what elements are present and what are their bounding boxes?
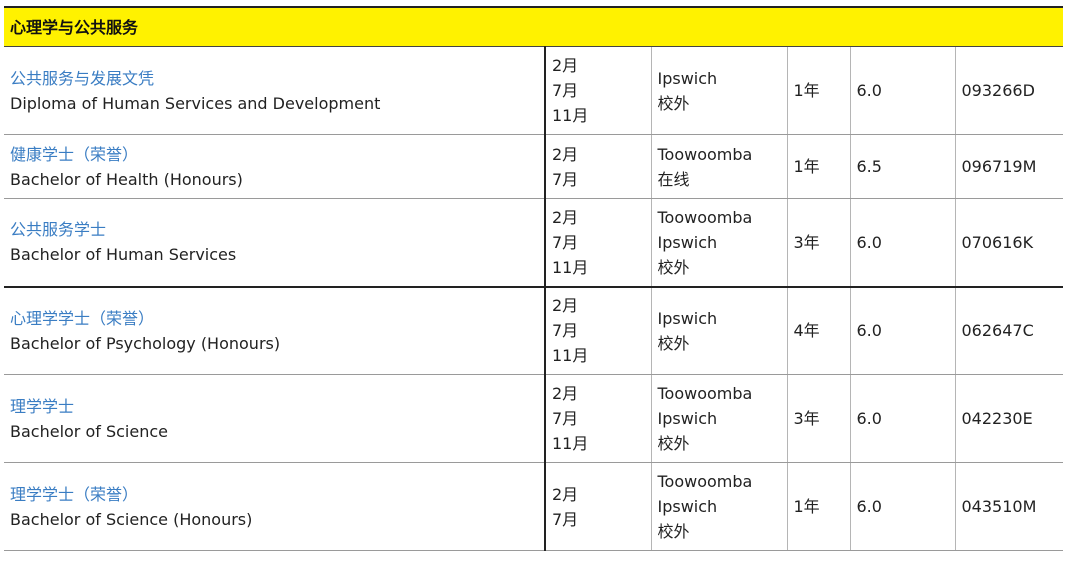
campus-name: 在线: [657, 169, 690, 189]
course-name-cell: 公共服务学士 Bachelor of Human Services: [4, 198, 545, 288]
campus-name: Toowoomba: [657, 144, 753, 164]
duration-cell: 1年: [786, 46, 850, 135]
ielts-score-cell: 6.0: [849, 46, 955, 135]
intake-month: 2月: [552, 56, 579, 75]
campus-name: Ipswich: [657, 308, 718, 328]
duration-cell: 3年: [786, 198, 850, 288]
campus-cell: Toowoomba Ipswich 校外: [650, 374, 787, 463]
intake-cell: 2月 7月 11月: [544, 198, 651, 288]
cricos-code-cell: 070616K: [954, 198, 1064, 288]
campus-name: 校外: [657, 522, 690, 541]
campus-cell: Toowoomba 在线: [650, 134, 787, 199]
intake-cell: 2月 7月: [544, 134, 651, 199]
campus-name: Ipswich: [657, 232, 718, 252]
cricos-code-cell: 062647C: [954, 286, 1064, 375]
course-name-en: Bachelor of Health (Honours): [10, 169, 243, 189]
intake-month: 2月: [552, 207, 579, 227]
intake-month: 7月: [552, 81, 579, 100]
course-table: 心理学与公共服务 公共服务与发展文凭 Diploma of Human Servi…: [4, 6, 1064, 551]
intake-month: 2月: [552, 384, 579, 403]
course-name-zh-link[interactable]: 健康学士（荣誉）: [10, 144, 139, 164]
cricos-code-cell: 093266D: [954, 46, 1064, 135]
course-name-en: Bachelor of Human Services: [10, 245, 237, 265]
campus-name: Toowoomba: [657, 384, 753, 403]
intake-month: 11月: [552, 106, 589, 125]
campus-cell: Toowoomba Ipswich 校外: [650, 462, 787, 551]
intake-month: 7月: [552, 169, 579, 189]
cricos-code-cell: 042230E: [954, 374, 1064, 463]
intake-month: 7月: [552, 409, 579, 428]
duration-cell: 1年: [786, 134, 850, 199]
intake-cell: 2月 7月 11月: [544, 46, 651, 135]
campus-cell: Ipswich 校外: [650, 286, 787, 375]
intake-month: 2月: [552, 144, 579, 164]
duration-cell: 4年: [786, 286, 850, 375]
intake-month: 11月: [552, 257, 589, 277]
table-row: 公共服务学士 Bachelor of Human Services 2月 7月 11月 T…: [4, 198, 1064, 288]
intake-month: 7月: [552, 232, 579, 252]
ielts-score-cell: 6.0: [849, 374, 955, 463]
intake-month: 2月: [552, 296, 579, 316]
course-name-zh-link[interactable]: 理学学士: [10, 396, 75, 416]
intake-month: 7月: [552, 321, 579, 341]
course-name-en: Bachelor of Science: [10, 421, 168, 441]
table-row: 理学学士（荣誉） Bachelor of Science (Honours) 2月 7…: [4, 462, 1064, 551]
course-name-zh-link[interactable]: 心理学学士（荣誉）: [10, 308, 155, 328]
campus-name: Ipswich: [657, 68, 718, 88]
ielts-score-cell: 6.0: [849, 198, 955, 288]
intake-cell: 2月 7月 11月: [544, 286, 651, 375]
ielts-score-cell: 6.5: [849, 134, 955, 199]
section-header-row: 心理学与公共服务: [4, 6, 1064, 47]
campus-name: 校外: [657, 93, 690, 113]
course-name-en: Diploma of Human Services and Developmen…: [10, 93, 381, 113]
course-name-cell: 理学学士（荣誉） Bachelor of Science (Honours): [4, 462, 545, 551]
campus-name: 校外: [657, 333, 690, 353]
course-name-en: Bachelor of Science (Honours): [10, 509, 253, 529]
campus-name: Ipswich: [657, 497, 718, 516]
intake-month: 2月: [552, 484, 579, 504]
duration-cell: 3年: [786, 374, 850, 463]
ielts-score-cell: 6.0: [849, 286, 955, 375]
course-name-cell: 心理学学士（荣誉） Bachelor of Psychology (Honours…: [4, 286, 545, 375]
campus-name: 校外: [657, 257, 690, 277]
ielts-score-cell: 6.0: [849, 462, 955, 551]
campus-cell: Ipswich 校外: [650, 46, 787, 135]
course-name-cell: 健康学士（荣誉） Bachelor of Health (Honours): [4, 134, 545, 199]
table-row: 理学学士 Bachelor of Science 2月 7月 11月 Toowoomba I…: [4, 374, 1064, 463]
table-row: 公共服务与发展文凭 Diploma of Human Services and D…: [4, 46, 1064, 135]
campus-cell: Toowoomba Ipswich 校外: [650, 198, 787, 288]
campus-name: 校外: [657, 434, 690, 453]
intake-cell: 2月 7月: [544, 462, 651, 551]
course-name-cell: 公共服务与发展文凭 Diploma of Human Services and D…: [4, 46, 545, 135]
intake-cell: 2月 7月 11月: [544, 374, 651, 463]
table-row: 健康学士（荣誉） Bachelor of Health (Honours) 2月 7月…: [4, 134, 1064, 199]
course-name-zh-link[interactable]: 理学学士（荣誉）: [10, 484, 139, 504]
course-name-zh-link[interactable]: 公共服务与发展文凭: [10, 68, 155, 88]
course-name-cell: 理学学士 Bachelor of Science: [4, 374, 545, 463]
section-title: 心理学与公共服务: [4, 6, 1064, 47]
course-name-zh-link[interactable]: 公共服务学士: [10, 220, 107, 240]
intake-month: 11月: [552, 346, 589, 366]
table-row: 心理学学士（荣誉） Bachelor of Psychology (Honours…: [4, 286, 1064, 375]
duration-cell: 1年: [786, 462, 850, 551]
campus-name: Toowoomba: [657, 472, 753, 491]
course-table-container: 心理学与公共服务 公共服务与发展文凭 Diploma of Human Servi…: [4, 6, 1064, 551]
intake-month: 11月: [552, 434, 589, 453]
campus-name: Ipswich: [657, 409, 718, 428]
cricos-code-cell: 043510M: [954, 462, 1064, 551]
cricos-code-cell: 096719M: [954, 134, 1064, 199]
intake-month: 7月: [552, 509, 579, 529]
campus-name: Toowoomba: [657, 207, 753, 227]
course-name-en: Bachelor of Psychology (Honours): [10, 333, 281, 353]
